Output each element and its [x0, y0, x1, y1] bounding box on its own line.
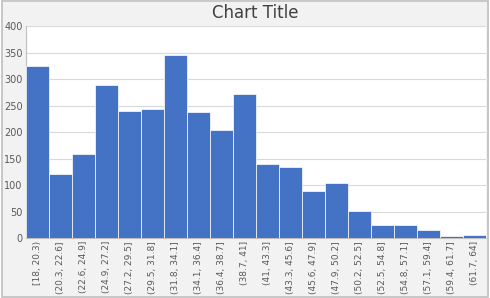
Bar [256, 164, 279, 238]
Bar [72, 153, 95, 238]
Bar [394, 225, 417, 238]
Bar [187, 112, 210, 238]
Bar [348, 211, 371, 238]
Bar [164, 55, 187, 238]
Bar [210, 130, 233, 238]
Bar [233, 94, 256, 238]
Bar [325, 183, 348, 238]
Bar [141, 109, 164, 238]
Bar [463, 235, 486, 238]
Bar [118, 111, 141, 238]
Bar [371, 225, 394, 238]
Bar [25, 66, 49, 238]
Bar [49, 174, 72, 238]
Bar [302, 191, 325, 238]
Bar [417, 230, 440, 238]
Title: Chart Title: Chart Title [213, 4, 299, 22]
Bar [95, 85, 118, 238]
Bar [440, 236, 463, 238]
Bar [279, 167, 302, 238]
